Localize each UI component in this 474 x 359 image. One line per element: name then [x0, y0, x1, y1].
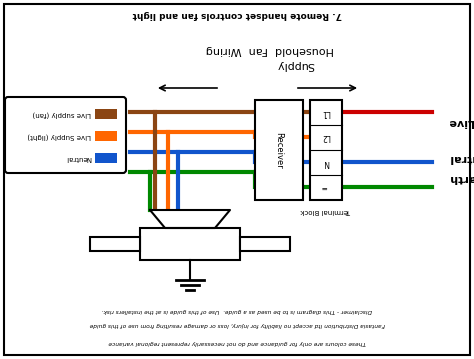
Bar	[95, 131, 117, 141]
Text: Neutral: Neutral	[65, 155, 91, 161]
Bar	[95, 109, 117, 119]
Text: Neutral: Neutral	[448, 153, 474, 163]
Text: Earth: Earth	[448, 173, 474, 183]
Bar	[140, 228, 240, 260]
Text: Live supply (fan): Live supply (fan)	[33, 111, 91, 117]
Bar	[95, 153, 117, 163]
Text: Disclaimer - This diagram is to be used as a guide.  Use of this guide is at the: Disclaimer - This diagram is to be used …	[102, 308, 372, 312]
Text: Household  Fan  Wiring: Household Fan Wiring	[206, 45, 334, 55]
Bar	[255, 100, 303, 200]
Bar	[90, 237, 140, 251]
Bar	[240, 237, 290, 251]
Text: These colours are only for guidance and do not necessarily represent regional va: These colours are only for guidance and …	[108, 340, 366, 345]
Text: ═: ═	[324, 182, 328, 191]
Text: Terminal Block: Terminal Block	[301, 208, 351, 214]
Text: L2: L2	[321, 132, 330, 141]
Text: L1: L1	[321, 107, 330, 117]
Text: Live Supply (light): Live Supply (light)	[27, 133, 91, 139]
Polygon shape	[150, 210, 230, 228]
Text: 7. Remote handset controls fan and light: 7. Remote handset controls fan and light	[132, 9, 342, 19]
Text: Supply: Supply	[276, 60, 314, 70]
Text: N: N	[323, 158, 329, 167]
Text: Live: Live	[448, 117, 474, 127]
FancyBboxPatch shape	[5, 97, 126, 173]
Text: Receiver: Receiver	[274, 132, 283, 168]
Text: Fantasia Distribution ltd accept no liability for injury, loss or damage resulti: Fantasia Distribution ltd accept no liab…	[89, 322, 385, 327]
Bar	[310, 100, 342, 200]
